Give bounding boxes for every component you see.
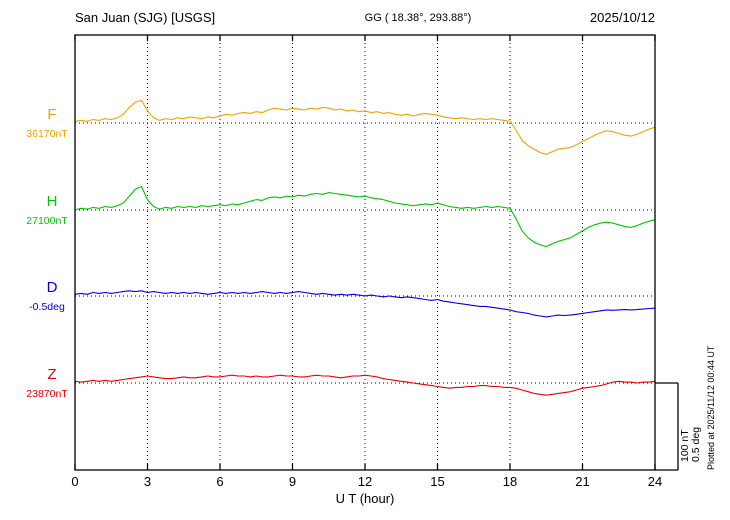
channel-label-H: H — [47, 193, 58, 210]
x-axis-label: U T (hour) — [336, 491, 395, 506]
x-tick-label: 21 — [575, 474, 589, 489]
trace-Z — [74, 374, 656, 396]
station-title: San Juan (SJG) [USGS] — [75, 10, 215, 25]
trace-D — [74, 290, 656, 318]
plot-date: 2025/10/12 — [590, 10, 655, 25]
channel-labels: F 36170nT H 27100nT D -0.5deg Z 23870nT — [26, 106, 68, 400]
channel-label-D: D — [47, 279, 58, 296]
scale-bar-label: 100 nT 0.5 deg — [679, 427, 702, 462]
channel-label-Z: Z — [47, 366, 56, 383]
x-tick-label: 15 — [430, 474, 444, 489]
vertical-gridlines — [74, 35, 656, 470]
x-tick-label: 18 — [503, 474, 517, 489]
x-tick-labels: 0 3 6 9 12 15 18 21 24 — [71, 474, 662, 489]
x-tick-label: 3 — [144, 474, 151, 489]
plot-frame — [74, 34, 656, 471]
scale-bar-bracket — [655, 382, 679, 471]
x-tick-label: 12 — [358, 474, 372, 489]
channel-traces — [74, 99, 656, 396]
x-tick-label: 0 — [71, 474, 78, 489]
trace-F — [74, 99, 656, 155]
scale-bar-deg: 0.5 deg — [690, 427, 702, 462]
channel-baseline-value-H: 27100nT — [26, 215, 68, 227]
channel-baseline-value-Z: 23870nT — [26, 388, 68, 400]
axis-ticks — [74, 35, 656, 470]
channel-baseline-value-F: 36170nT — [26, 128, 68, 140]
channel-label-F: F — [47, 106, 56, 123]
channel-baseline-value-D: -0.5deg — [29, 301, 65, 313]
trace-H — [74, 185, 656, 248]
channel-baselines — [75, 122, 655, 384]
x-tick-label: 9 — [289, 474, 296, 489]
x-tick-label: 24 — [648, 474, 662, 489]
plotted-timestamp: Plotted at 2025/11/12 00:44 UT — [706, 345, 716, 470]
x-tick-label: 6 — [216, 474, 223, 489]
scale-bar-nt: 100 nT — [679, 429, 691, 462]
geographic-coords: GG ( 18.38°, 293.88°) — [365, 12, 472, 24]
